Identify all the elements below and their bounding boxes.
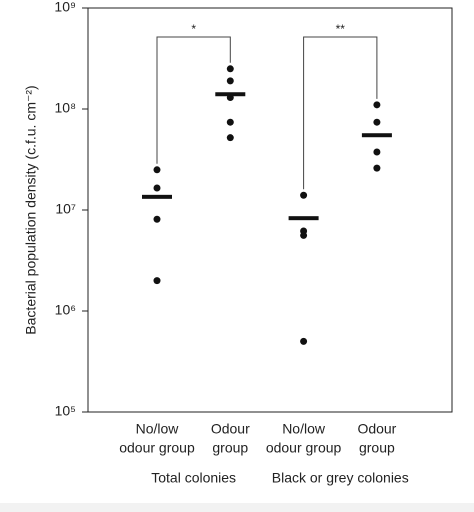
data-point	[153, 184, 161, 192]
data-point	[226, 77, 234, 85]
x-tick-label: group	[359, 440, 395, 456]
data-point	[373, 118, 381, 126]
significance-label: **	[336, 22, 346, 36]
y-tick-label: 10⁵	[55, 403, 76, 419]
data-point	[226, 118, 234, 126]
x-tick-label: odour group	[266, 440, 342, 456]
data-point	[373, 148, 381, 156]
y-axis-label: Bacterial population density (c.f.u. cm⁻…	[23, 85, 39, 334]
y-tick-label: 10⁶	[55, 302, 76, 318]
significance-bracket	[156, 36, 231, 164]
x-tick-label: No/low	[136, 421, 180, 437]
mean-bar	[142, 194, 172, 199]
data-point	[300, 231, 308, 239]
y-tick-label: 10⁷	[55, 201, 76, 217]
x-tick-label: No/low	[282, 421, 326, 437]
x-tick-label: Odour	[211, 421, 250, 437]
data-point	[300, 337, 308, 345]
mean-bar	[361, 133, 392, 138]
data-point	[153, 166, 161, 174]
data-point	[226, 65, 234, 73]
y-tick-label: 10⁹	[54, 0, 76, 15]
group-label: Total colonies	[151, 470, 236, 486]
significance-bracket	[303, 36, 378, 190]
data-point	[300, 191, 308, 199]
significance-label: *	[191, 22, 196, 36]
data-point	[226, 134, 234, 142]
data-point	[373, 101, 381, 109]
data-point	[153, 215, 161, 223]
bottom-band	[0, 503, 474, 512]
mean-bar	[215, 92, 246, 97]
group-label: Black or grey colonies	[272, 470, 409, 486]
x-tick-label: odour group	[119, 440, 195, 456]
mean-bar	[288, 216, 319, 221]
plot-frame	[87, 7, 453, 413]
x-tick-label: group	[212, 440, 248, 456]
data-point	[373, 164, 381, 172]
data-point	[153, 277, 161, 285]
y-tick-label: 10⁸	[55, 100, 77, 116]
x-tick-label: Odour	[357, 421, 396, 437]
